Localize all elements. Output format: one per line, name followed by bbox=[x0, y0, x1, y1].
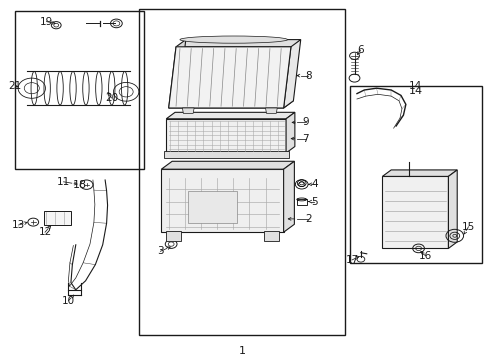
Bar bbox=[163, 151, 288, 158]
Text: 18: 18 bbox=[73, 180, 86, 190]
Text: 3: 3 bbox=[157, 246, 163, 256]
Polygon shape bbox=[283, 40, 300, 108]
Text: 11: 11 bbox=[57, 177, 70, 187]
Bar bbox=[166, 119, 285, 153]
Text: 2: 2 bbox=[304, 214, 311, 224]
Text: 16: 16 bbox=[418, 251, 431, 261]
Bar bbox=[44, 211, 71, 225]
Polygon shape bbox=[265, 108, 277, 113]
Polygon shape bbox=[182, 108, 194, 113]
Text: 4: 4 bbox=[310, 179, 317, 189]
Text: 13: 13 bbox=[12, 220, 25, 230]
Text: 6: 6 bbox=[356, 45, 363, 55]
Ellipse shape bbox=[180, 36, 287, 43]
Polygon shape bbox=[161, 161, 294, 169]
Bar bbox=[349, 86, 481, 263]
Text: 19: 19 bbox=[40, 17, 53, 27]
Text: 17: 17 bbox=[345, 255, 358, 265]
Polygon shape bbox=[168, 101, 293, 108]
Text: 20: 20 bbox=[105, 93, 118, 103]
Polygon shape bbox=[447, 170, 456, 248]
Polygon shape bbox=[285, 112, 294, 153]
Text: 10: 10 bbox=[62, 296, 75, 306]
Polygon shape bbox=[178, 40, 300, 47]
Text: 21: 21 bbox=[8, 81, 21, 91]
Text: 14: 14 bbox=[408, 81, 422, 91]
Polygon shape bbox=[283, 161, 294, 232]
Polygon shape bbox=[166, 112, 294, 119]
Text: 7: 7 bbox=[302, 134, 308, 144]
Bar bbox=[382, 176, 447, 248]
Bar bbox=[296, 199, 306, 205]
Bar bbox=[188, 191, 237, 223]
Polygon shape bbox=[168, 47, 290, 108]
Bar bbox=[15, 11, 144, 169]
Text: 12: 12 bbox=[38, 227, 52, 237]
Text: 15: 15 bbox=[461, 222, 474, 232]
Bar bbox=[139, 9, 344, 335]
Polygon shape bbox=[382, 170, 456, 176]
Text: 5: 5 bbox=[310, 197, 317, 207]
Text: 1: 1 bbox=[238, 346, 245, 356]
Text: 8: 8 bbox=[304, 71, 311, 81]
Text: 14: 14 bbox=[408, 86, 422, 96]
Polygon shape bbox=[168, 40, 185, 108]
Bar bbox=[161, 169, 283, 232]
Text: 9: 9 bbox=[302, 117, 308, 127]
Bar bbox=[264, 231, 278, 241]
Bar bbox=[166, 231, 181, 241]
